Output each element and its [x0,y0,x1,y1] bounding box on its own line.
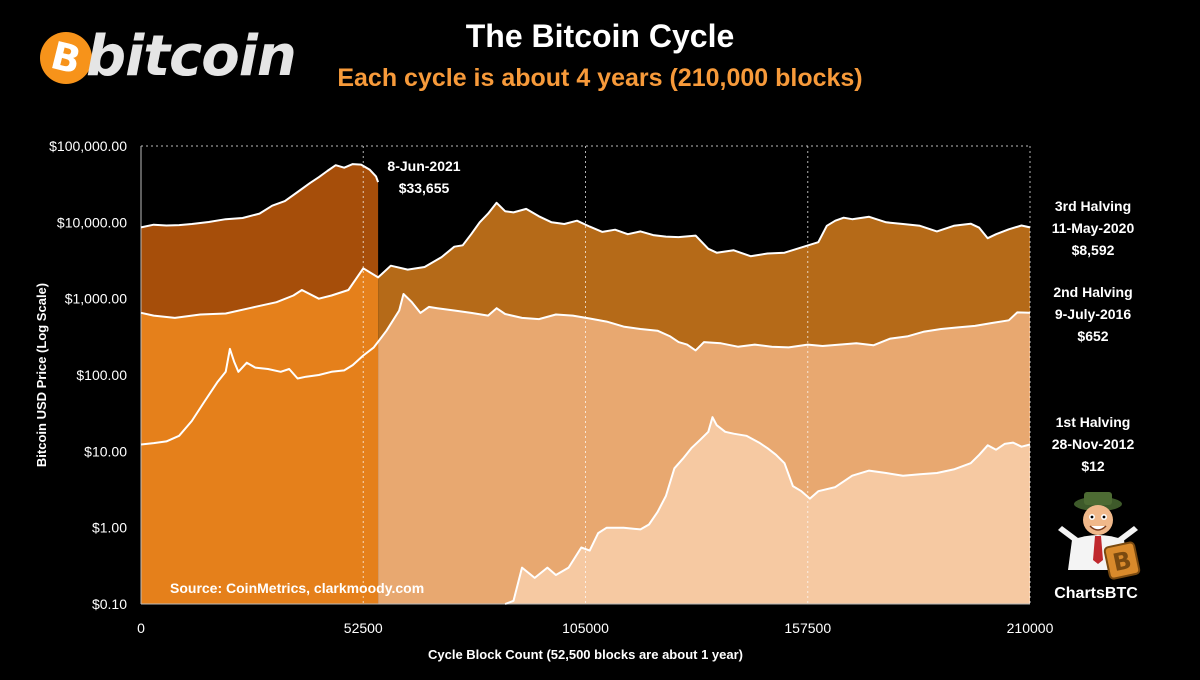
second-halving-price: $652 [1077,328,1109,344]
series-line-2 [140,293,1031,446]
x-tick-label-0: 0 [137,620,145,636]
second-halving-date: 9-July-2016 [1054,306,1132,322]
y-tick-label-4: $1,000.00 [65,291,127,307]
first-halving-title: 1st Halving [1055,414,1131,430]
source-note: Source: CoinMetrics, clarkmoody.com [170,580,424,596]
third-halving-title: 3rd Halving [1054,198,1132,214]
bitcoin-coin-icon [40,32,92,84]
first-halving-price: $12 [1081,458,1105,474]
first-halving-label: 1st Halving 28-Nov-2012 $12 [1028,411,1158,477]
bitcoin-logo-wordmark: bitcoin [86,24,297,89]
third-halving-price: $8,592 [1071,242,1115,258]
annotation-price: $33,655 [399,180,450,196]
y-tick-label-1: $1.00 [92,520,127,536]
y-axis-label: Bitcoin USD Price (Log Scale) [34,283,49,467]
caricature-mascot-icon: B [1058,492,1141,580]
y-tick-label-2: $10.00 [84,443,127,459]
chart-title: The Bitcoin Cycle [465,18,735,54]
y-tick-label-3: $100.00 [76,367,127,383]
third-halving-date: 11-May-2020 [1051,220,1135,236]
third-halving-label: 3rd Halving 11-May-2020 $8,592 [1028,195,1158,261]
series-line-4 [140,163,380,229]
x-tick-label-4: 210000 [1007,620,1054,636]
y-tick-label-6: $100,000.00 [49,138,127,154]
first-halving-date: 28-Nov-2012 [1051,436,1135,452]
annotation-date: 8-Jun-2021 [387,158,460,174]
area-fill-3 [141,268,379,604]
series-line-1 [504,416,1031,605]
y-tick-label-5: $10,000.00 [57,214,127,230]
band-fill-1 [378,202,1031,351]
y-tick-label-0: $0.10 [92,596,127,612]
x-tick-label-1: 52500 [344,620,383,636]
x-tick-label-3: 157500 [784,620,831,636]
band-fill-2 [378,294,1031,604]
series-line-3 [140,201,1031,319]
x-axis-label: Cycle Block Count (52,500 blocks are abo… [428,647,743,662]
chartsbtc-brand: ChartsBTC [1054,585,1138,602]
x-tick-label-2: 105000 [562,620,609,636]
area-fill-current-cycle [141,164,379,318]
svg-text:B: B [1110,546,1134,577]
chart-subtitle: Each cycle is about 4 years (210,000 blo… [337,64,863,92]
second-halving-label: 2nd Halving 9-July-2016 $652 [1028,281,1158,347]
second-halving-title: 2nd Halving [1053,284,1133,300]
